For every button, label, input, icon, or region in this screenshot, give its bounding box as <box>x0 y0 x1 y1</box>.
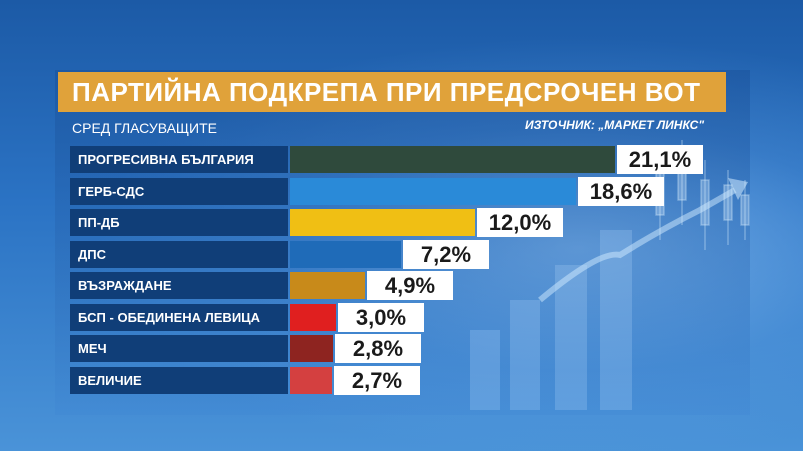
decor-trend-line <box>538 187 737 303</box>
bar-value-label: 3,0% <box>338 303 424 332</box>
chart-subtitle: СРЕД ГЛАСУВАЩИТЕ <box>72 120 217 136</box>
title-banner <box>58 72 726 112</box>
bar-value-label: 4,9% <box>367 271 453 300</box>
bar-label-box <box>70 178 288 205</box>
bar-label: ДПС <box>78 247 106 262</box>
bar-label: МЕЧ <box>78 341 107 356</box>
bar-value-label: 7,2% <box>403 240 489 269</box>
bar <box>290 367 332 394</box>
bar-value-label: 2,8% <box>335 334 421 363</box>
bar-label: ПП-ДБ <box>78 215 120 230</box>
bar-label: ПРОГРЕСИВНА БЪЛГАРИЯ <box>78 152 254 167</box>
bar-label-box <box>70 146 288 173</box>
bar-value-label: 18,6% <box>578 177 664 206</box>
bar-label: ВЪЗРАЖДАНЕ <box>78 278 172 293</box>
bar-value-label: 2,7% <box>334 366 420 395</box>
bar-label-box <box>70 335 288 362</box>
bar-value-label: 21,1% <box>617 145 703 174</box>
bar-label: ГЕРБ-СДС <box>78 184 145 199</box>
bar <box>290 178 576 205</box>
bar <box>290 335 333 362</box>
bar-label: БСП - ОБЕДИНЕНА ЛЕВИЦА <box>78 310 261 325</box>
bar <box>290 146 615 173</box>
bar-label-box <box>70 241 288 268</box>
decor-arrow-head <box>728 178 748 200</box>
bar-label: ВЕЛИЧИЕ <box>78 373 142 388</box>
bar <box>290 304 336 331</box>
bar-label-box <box>70 209 288 236</box>
chart-title: ПАРТИЙНА ПОДКРЕПА ПРИ ПРЕДСРОЧЕН ВОТ <box>72 77 701 107</box>
bar-label-box <box>70 367 288 394</box>
source-note: ИЗТОЧНИК: „МАРКЕТ ЛИНКС" <box>525 118 705 132</box>
bar-label-box <box>70 304 288 331</box>
bar <box>290 272 365 299</box>
bar-value-label: 12,0% <box>477 208 563 237</box>
decor-columns <box>470 230 632 410</box>
bar <box>290 241 401 268</box>
bar <box>290 209 475 236</box>
bar-label-box <box>70 272 288 299</box>
